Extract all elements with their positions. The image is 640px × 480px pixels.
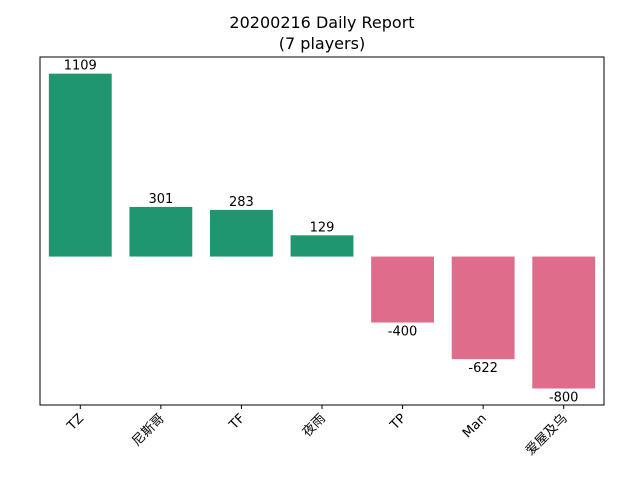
x-tick-label-6: 爱屋及乌 xyxy=(522,411,570,459)
bar-2 xyxy=(210,209,273,257)
x-tick-label-4: TP xyxy=(387,411,410,434)
x-tick-label-1: 尼斯哥 xyxy=(129,411,167,449)
x-tick-label-2: TF xyxy=(226,411,248,433)
value-label-0: 1109 xyxy=(64,59,97,74)
value-label-3: 129 xyxy=(310,220,335,235)
value-label-group: 1109 301 283 129 -400 -622 -800 xyxy=(64,59,579,406)
bar-0 xyxy=(48,73,112,257)
value-label-5: -622 xyxy=(468,361,498,376)
value-label-2: 283 xyxy=(229,195,254,210)
bar-6 xyxy=(532,256,596,389)
value-label-6: -800 xyxy=(549,391,579,406)
bar-3 xyxy=(290,235,354,257)
bar-group xyxy=(48,73,596,389)
x-tick-label-3: 夜雨 xyxy=(300,411,329,440)
bar-4 xyxy=(371,256,434,323)
x-tick-label-0: TZ xyxy=(64,411,87,434)
x-tick-group: TZ 尼斯哥 TF 夜雨 TP Man 爱屋及乌 xyxy=(64,405,571,459)
x-tick-label-5: Man xyxy=(460,411,490,441)
value-label-1: 301 xyxy=(148,192,173,207)
chart-title: 20200216 Daily Report xyxy=(229,13,414,32)
bar-1 xyxy=(129,206,193,257)
bar-5 xyxy=(451,256,515,360)
value-label-4: -400 xyxy=(388,325,418,340)
chart-subtitle: (7 players) xyxy=(279,34,365,53)
